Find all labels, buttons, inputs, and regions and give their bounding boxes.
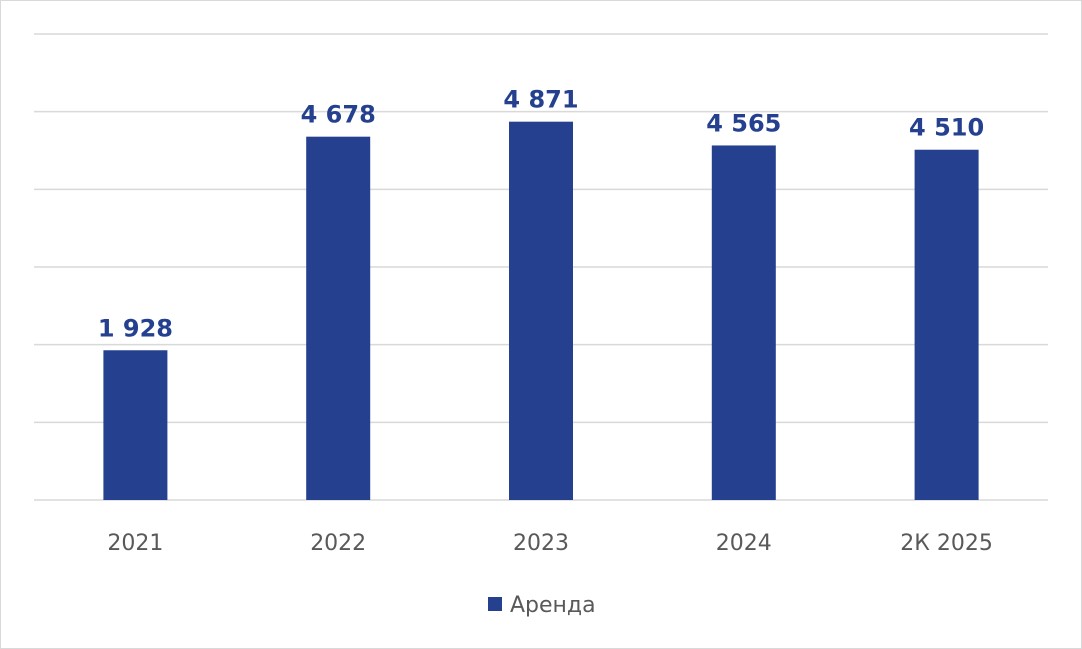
data-label: 4 871 bbox=[503, 86, 578, 114]
bar bbox=[103, 350, 168, 500]
x-tick-label: 2021 bbox=[107, 531, 163, 556]
legend-label: Аренда bbox=[510, 593, 596, 618]
data-label: 4 565 bbox=[706, 109, 781, 137]
x-axis-tick-labels: 2021 2022 2023 2024 2К 2025 bbox=[107, 531, 993, 556]
x-tick-label: 2024 bbox=[716, 531, 772, 556]
data-label: 1 928 bbox=[98, 314, 173, 342]
x-tick-label: 2К 2025 bbox=[900, 531, 993, 556]
x-tick-label: 2022 bbox=[310, 531, 366, 556]
data-label: 4 678 bbox=[301, 101, 376, 129]
bars bbox=[103, 121, 979, 500]
bar bbox=[914, 149, 979, 500]
legend: Аренда bbox=[488, 593, 596, 618]
legend-swatch bbox=[488, 597, 502, 611]
bar bbox=[306, 136, 371, 500]
x-tick-label: 2023 bbox=[513, 531, 569, 556]
data-labels: 1 928 4 678 4 871 4 565 4 510 bbox=[98, 86, 984, 343]
data-label: 4 510 bbox=[909, 114, 984, 142]
bar bbox=[711, 145, 776, 500]
bar bbox=[509, 121, 573, 500]
